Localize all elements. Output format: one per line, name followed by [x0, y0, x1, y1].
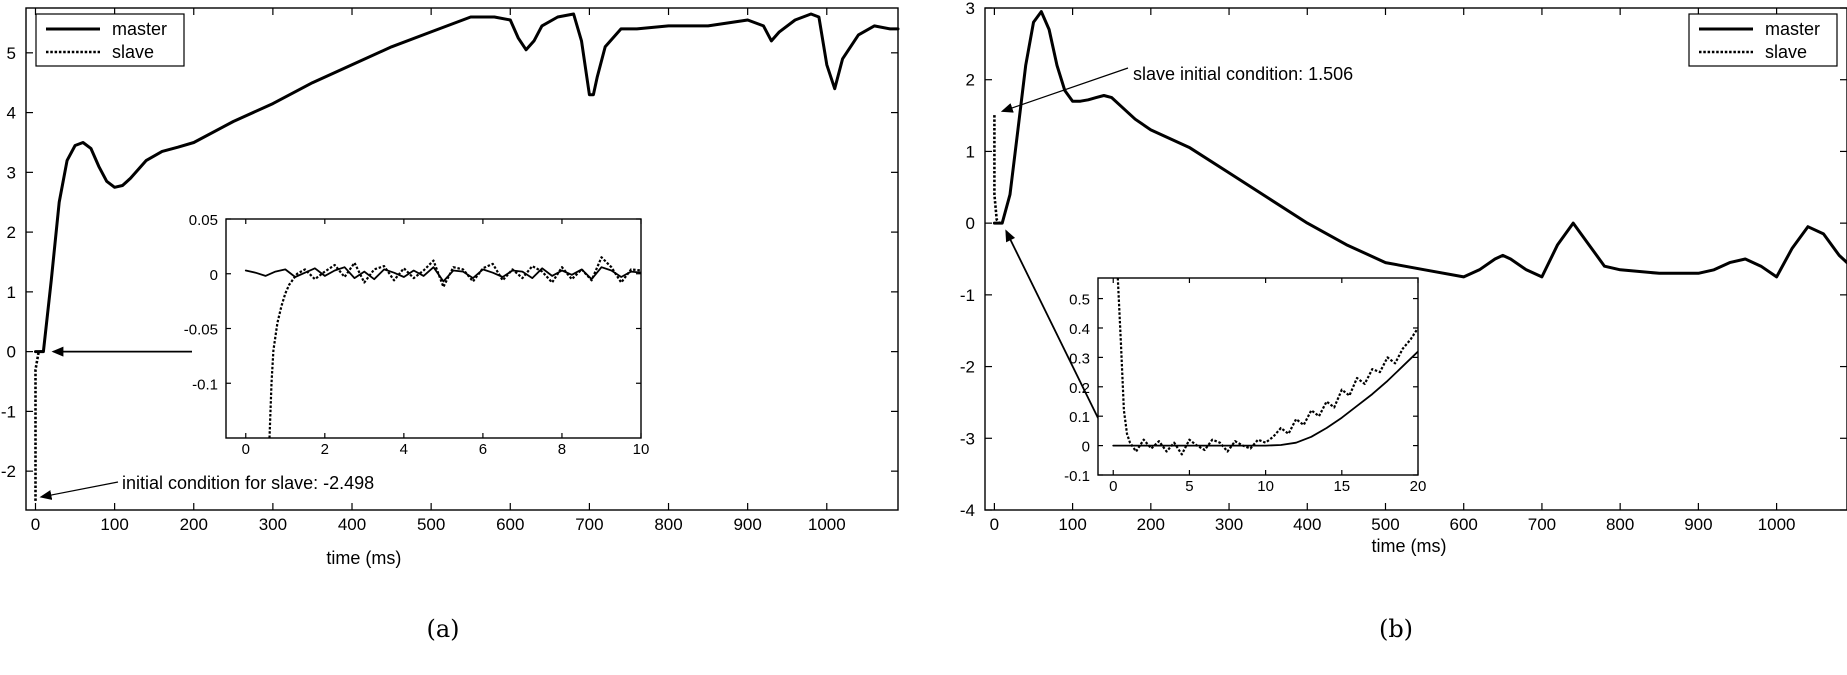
b-ytick-label: -1 [960, 286, 975, 305]
a-inset-plot-frame [225, 218, 642, 439]
a-xtick-label: 900 [733, 515, 761, 534]
a-annotation-arrow-initial [39, 481, 119, 500]
a-plot-frame [25, 7, 899, 511]
b-inset-xtick-label: 5 [1185, 478, 1193, 495]
b-inset-ytick-label: 0.4 [1069, 321, 1090, 338]
a-legend [35, 13, 185, 67]
a-xtick-label: 700 [575, 515, 603, 534]
a-inset-xtick-label: 2 [321, 441, 329, 458]
a-xtick-label: 600 [496, 515, 524, 534]
b-xtick-label: 300 [1215, 515, 1243, 534]
a-legend-label-master: master [112, 19, 167, 39]
b-inset-ytick-label: 0.5 [1069, 292, 1090, 309]
b-inset-series-slave [1116, 278, 1418, 456]
b-inset-series-group [1112, 278, 1418, 456]
a-series-slave [34, 350, 44, 501]
b-inset-pointer-arrow [1005, 229, 1099, 419]
b-legend-label-master: master [1765, 19, 1820, 39]
panel-b: 0 100 200 300 400 500 600 700 800 900 1000-4-3-2-1… [960, 0, 1847, 556]
a-inset-xtick-label: 0 [242, 441, 250, 458]
b-xtick-label: 500 [1371, 515, 1399, 534]
b-inset-xtick-label: 20 [1410, 478, 1427, 495]
b-ytick-label: -2 [960, 358, 975, 377]
b-xtick-label: 1000 [1758, 515, 1796, 534]
a-inset-ytick-label: -0.1 [192, 376, 218, 393]
a-inset-ytick-label: 0 [210, 267, 218, 284]
b-xtick-label: 700 [1528, 515, 1556, 534]
b-inset-xtick-label: 0 [1109, 478, 1117, 495]
a-series-master [34, 12, 900, 354]
b-inset-ytick-label: 0.2 [1069, 380, 1090, 397]
a-ytick-label: -2 [1, 462, 16, 481]
b-inset-ytick-label: 0.3 [1069, 350, 1090, 367]
b-annotation-slave-initial-condition: slave initial condition: 1.506 [1133, 64, 1353, 84]
caption-b: (b) [1379, 615, 1413, 643]
a-annotation-initial-condition: initial condition for slave: -2.498 [122, 473, 374, 493]
caption-a: (a) [426, 615, 459, 643]
a-ytick-label: -1 [1, 402, 16, 421]
a-ytick-label: 1 [7, 283, 16, 302]
b-inset-xtick-label: 15 [1333, 478, 1350, 495]
b-ytick-label: 3 [966, 0, 975, 18]
a-ytick-label: 0 [7, 343, 16, 362]
a-xtick-label: 800 [654, 515, 682, 534]
b-xlabel: time (ms) [1371, 536, 1446, 556]
b-inset-series-master [1112, 350, 1418, 447]
b-xtick-label: 200 [1137, 515, 1165, 534]
b-legend-label-slave: slave [1765, 42, 1807, 62]
a-inset-ytick-label: 0.05 [189, 212, 218, 229]
a-inset-xtick-label: 8 [558, 441, 566, 458]
b-xtick-label: 900 [1684, 515, 1712, 534]
b-inset-plot-frame [1097, 277, 1419, 476]
b-inset-ytick-label: -0.1 [1064, 468, 1090, 485]
b-series-slave [993, 115, 1003, 225]
a-inset-xtick-label: 6 [479, 441, 487, 458]
b-inset-xtick-label: 10 [1257, 478, 1274, 495]
a-inset-xtick-label: 10 [633, 441, 650, 458]
a-xtick-label: 300 [259, 515, 287, 534]
a-inset-series-slave [268, 256, 641, 438]
b-inset: 0 5 10 15 20 -0.1 0 0.1 0.2 0.3 0.4 0.5 [1064, 277, 1427, 495]
a-inset-ytick-label: -0.05 [184, 322, 218, 339]
panel-a: 0 100 200 300 400 500 600 700 800 900 1000-2-10123… [1, 7, 900, 568]
b-xtick-label: 600 [1450, 515, 1478, 534]
a-xlabel: time (ms) [326, 548, 401, 568]
a-ytick-label: 3 [7, 163, 16, 182]
b-plot-frame [984, 7, 1847, 511]
a-inset-series-group [244, 256, 641, 438]
b-xtick-label: 800 [1606, 515, 1634, 534]
b-ytick-label: 2 [966, 71, 975, 90]
a-legend-label-slave: slave [112, 42, 154, 62]
a-ytick-label: 5 [7, 44, 16, 63]
b-xtick-label: 400 [1293, 515, 1321, 534]
b-xtick-label: 0 [990, 515, 999, 534]
a-xtick-label: 1000 [808, 515, 846, 534]
b-ytick-label: 1 [966, 142, 975, 161]
b-xtick-label: 100 [1058, 515, 1086, 534]
a-xtick-label: 100 [100, 515, 128, 534]
a-inset-series-master [244, 266, 641, 283]
b-ytick-label: -3 [960, 429, 975, 448]
a-ytick-label: 2 [7, 223, 16, 242]
b-inset-ytick-label: 0 [1082, 439, 1090, 456]
b-ytick-label: 0 [966, 214, 975, 233]
b-inset-ytick-label: 0.1 [1069, 409, 1090, 426]
b-ytick-label: -4 [960, 501, 975, 520]
a-xtick-label: 200 [180, 515, 208, 534]
a-ytick-label: 4 [7, 104, 16, 123]
a-xtick-label: 500 [417, 515, 445, 534]
b-legend [1688, 13, 1838, 67]
a-xtick-label: 0 [31, 515, 40, 534]
a-inset: 0 2 4 6 8 10 0.05 0 -0.05 -0.1 [184, 212, 650, 458]
b-annotation-arrow-initial [1000, 67, 1129, 113]
b-series-master [992, 10, 1847, 279]
a-inset-xtick-label: 4 [400, 441, 408, 458]
a-xtick-label: 400 [338, 515, 366, 534]
